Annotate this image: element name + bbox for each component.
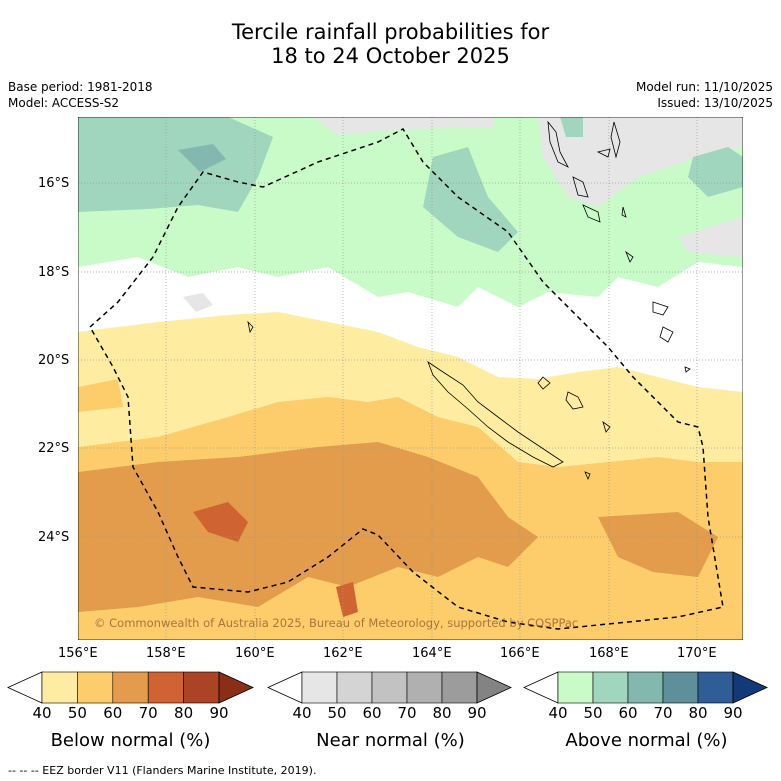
colorbar-tick-label: 40 <box>292 704 312 722</box>
below-normal-colorbar <box>7 671 254 704</box>
colorbar-segment <box>662 671 699 704</box>
colorbar-segment <box>406 671 443 704</box>
lon-label: 162°E <box>323 646 363 661</box>
near-normal-title: Near normal (%) <box>316 730 465 751</box>
below-normal-70-region <box>598 512 718 577</box>
colorbar-extend-high <box>732 671 768 704</box>
coastlines <box>247 120 691 481</box>
map-svg: © Commonwealth of Australia 2025, Bureau… <box>78 117 743 640</box>
lat-label: 24°S <box>38 530 70 545</box>
lon-label: 156°E <box>58 646 98 661</box>
colorbar-tick-label: 80 <box>432 704 452 722</box>
above-normal-70-region <box>178 144 226 172</box>
lat-label: 22°S <box>38 441 70 456</box>
issued-date: Issued: 13/10/2025 <box>657 96 773 110</box>
colorbar-tick-label: 40 <box>548 704 568 722</box>
near-normal-region <box>678 217 743 257</box>
near-normal-region <box>183 293 213 312</box>
map-graticule <box>78 117 743 640</box>
map-panel: © Commonwealth of Australia 2025, Bureau… <box>78 117 743 640</box>
lon-label: 166°E <box>500 646 540 661</box>
model-name: Model: ACCESS-S2 <box>8 96 120 110</box>
lon-label: 164°E <box>412 646 452 661</box>
above-normal-60-region <box>688 147 743 197</box>
colorbar-segment <box>336 671 373 704</box>
colorbar-tick-label: 70 <box>653 704 673 722</box>
colorbar-tick-label: 90 <box>209 704 229 722</box>
colorbar-extend-high <box>218 671 254 704</box>
eez-footnote: -- -- -- EEZ border V11 (Flanders Marine… <box>8 764 317 777</box>
near-normal-region <box>313 117 493 135</box>
near-normal-colorbar <box>267 671 512 704</box>
lat-label: 16°S <box>38 176 70 191</box>
colorbar-segment <box>77 671 114 704</box>
colorbar-tick-label: 80 <box>174 704 194 722</box>
colorbar-tick-label: 50 <box>583 704 603 722</box>
colorbar-segment <box>112 671 149 704</box>
colorbar-tick-label: 80 <box>688 704 708 722</box>
colorbar-segment <box>301 671 338 704</box>
base-period: Base period: 1981-2018 <box>8 80 153 94</box>
lon-label: 158°E <box>146 646 186 661</box>
below-normal-title: Below normal (%) <box>50 730 211 751</box>
colorbar-tick-label: 70 <box>138 704 158 722</box>
eez-border <box>89 128 724 630</box>
colorbar-tick-label: 70 <box>397 704 417 722</box>
colorbar-segment <box>41 671 78 704</box>
lon-label: 170°E <box>677 646 717 661</box>
above-normal-60-region <box>423 147 518 252</box>
below-normal-60-region <box>78 379 123 412</box>
vanuatu-coast <box>547 120 569 168</box>
colorbar-segment <box>441 671 478 704</box>
colorbar-segment <box>592 671 629 704</box>
lon-label: 160°E <box>235 646 275 661</box>
lat-label: 18°S <box>38 265 70 280</box>
colorbar-segment <box>183 671 220 704</box>
above-normal-60-region <box>560 117 583 137</box>
map-title-line2: 18 to 24 October 2025 <box>271 44 510 68</box>
colorbar-tick-label: 60 <box>362 704 382 722</box>
below-normal-80-region <box>336 582 358 617</box>
map-copyright: © Commonwealth of Australia 2025, Bureau… <box>94 616 578 630</box>
map-title-line1: Tercile rainfall probabilities for <box>231 20 550 44</box>
colorbar-extend-low <box>7 671 43 704</box>
lat-label: 20°S <box>38 353 70 368</box>
colorbar-legends <box>7 671 768 704</box>
colorbar-tick-label: 90 <box>467 704 487 722</box>
lon-label: 168°E <box>589 646 629 661</box>
below-normal-80-region <box>193 502 248 542</box>
colorbar-segment <box>697 671 734 704</box>
colorbar-tick-label: 50 <box>67 704 87 722</box>
above-normal-title: Above normal (%) <box>565 730 728 751</box>
colorbar-segment <box>147 671 184 704</box>
colorbar-extend-low <box>523 671 559 704</box>
colorbar-tick-label: 60 <box>103 704 123 722</box>
colorbar-tick-label: 40 <box>32 704 52 722</box>
colorbar-tick-label: 50 <box>327 704 347 722</box>
colorbar-extend-low <box>267 671 303 704</box>
colorbar-segment <box>557 671 594 704</box>
colorbar-tick-label: 60 <box>618 704 638 722</box>
below-normal-70-region <box>78 442 538 612</box>
model-run: Model run: 11/10/2025 <box>635 80 773 94</box>
near-normal-region <box>538 117 743 207</box>
above-normal-colorbar <box>523 671 768 704</box>
colorbar-tick-label: 90 <box>723 704 743 722</box>
above-normal-60-region <box>78 117 273 212</box>
new-caledonia-coast <box>427 360 564 468</box>
colorbar-segment <box>371 671 408 704</box>
colorbar-extend-high <box>476 671 512 704</box>
colorbar-segment <box>627 671 664 704</box>
